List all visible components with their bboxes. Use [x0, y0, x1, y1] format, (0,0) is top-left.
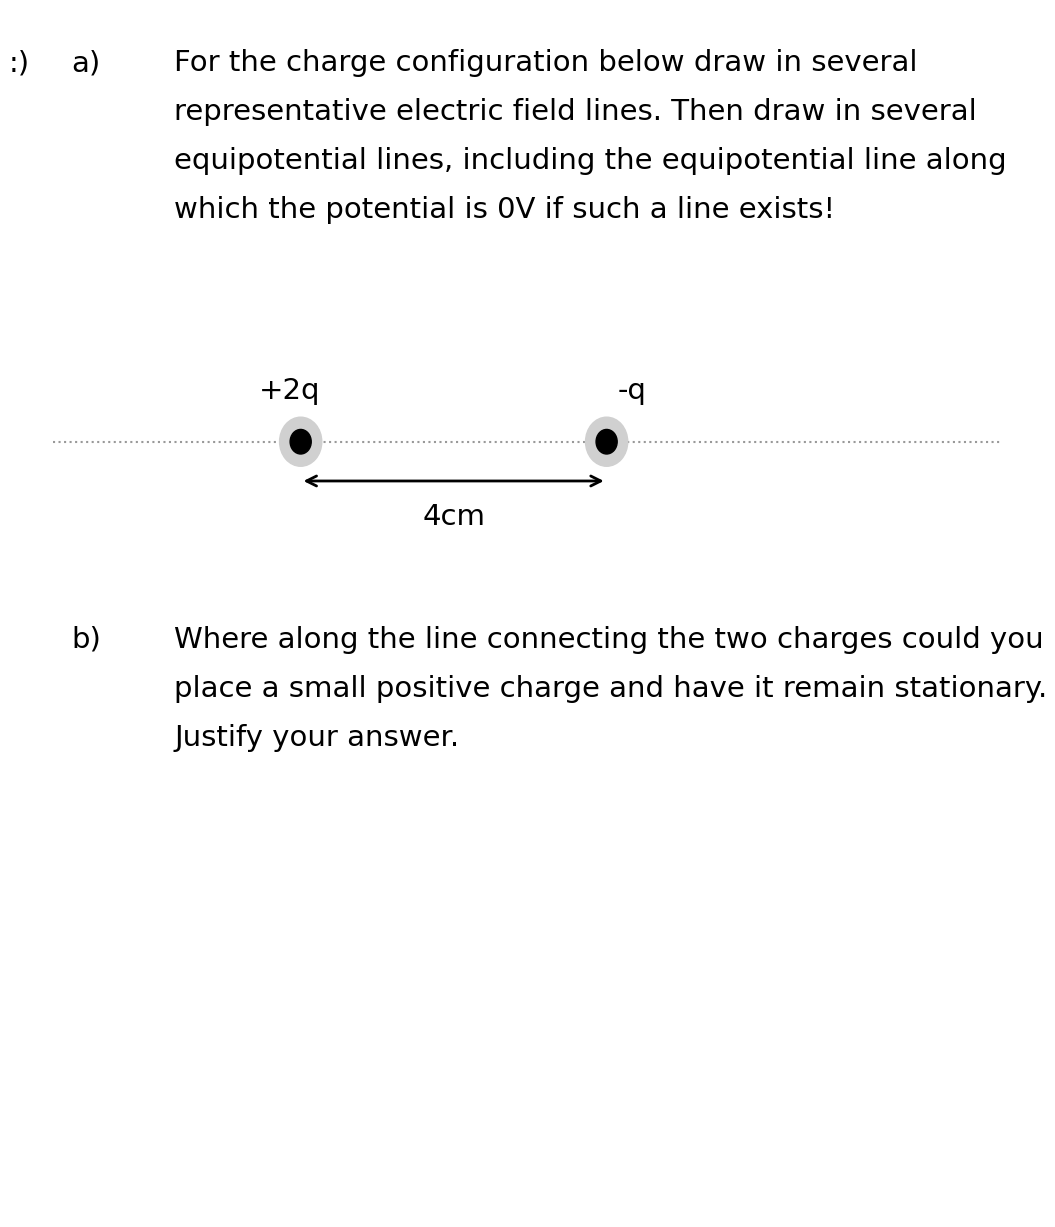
Text: Where along the line connecting the two charges could you: Where along the line connecting the two …: [174, 626, 1043, 654]
Text: +2q: +2q: [258, 377, 320, 405]
Text: Justify your answer.: Justify your answer.: [174, 724, 459, 752]
Text: 4cm: 4cm: [422, 503, 485, 531]
Text: -q: -q: [617, 377, 646, 405]
Circle shape: [290, 429, 311, 454]
Text: :): :): [8, 49, 30, 77]
Text: a): a): [72, 49, 101, 77]
Text: For the charge configuration below draw in several: For the charge configuration below draw …: [174, 49, 918, 77]
Text: place a small positive charge and have it remain stationary.: place a small positive charge and have i…: [174, 675, 1048, 703]
Text: representative electric field lines. Then draw in several: representative electric field lines. The…: [174, 98, 977, 126]
Text: which the potential is 0V if such a line exists!: which the potential is 0V if such a line…: [174, 196, 836, 225]
Circle shape: [586, 417, 628, 466]
Text: equipotential lines, including the equipotential line along: equipotential lines, including the equip…: [174, 147, 1006, 175]
Text: b): b): [72, 626, 101, 654]
Circle shape: [280, 417, 322, 466]
Circle shape: [596, 429, 617, 454]
